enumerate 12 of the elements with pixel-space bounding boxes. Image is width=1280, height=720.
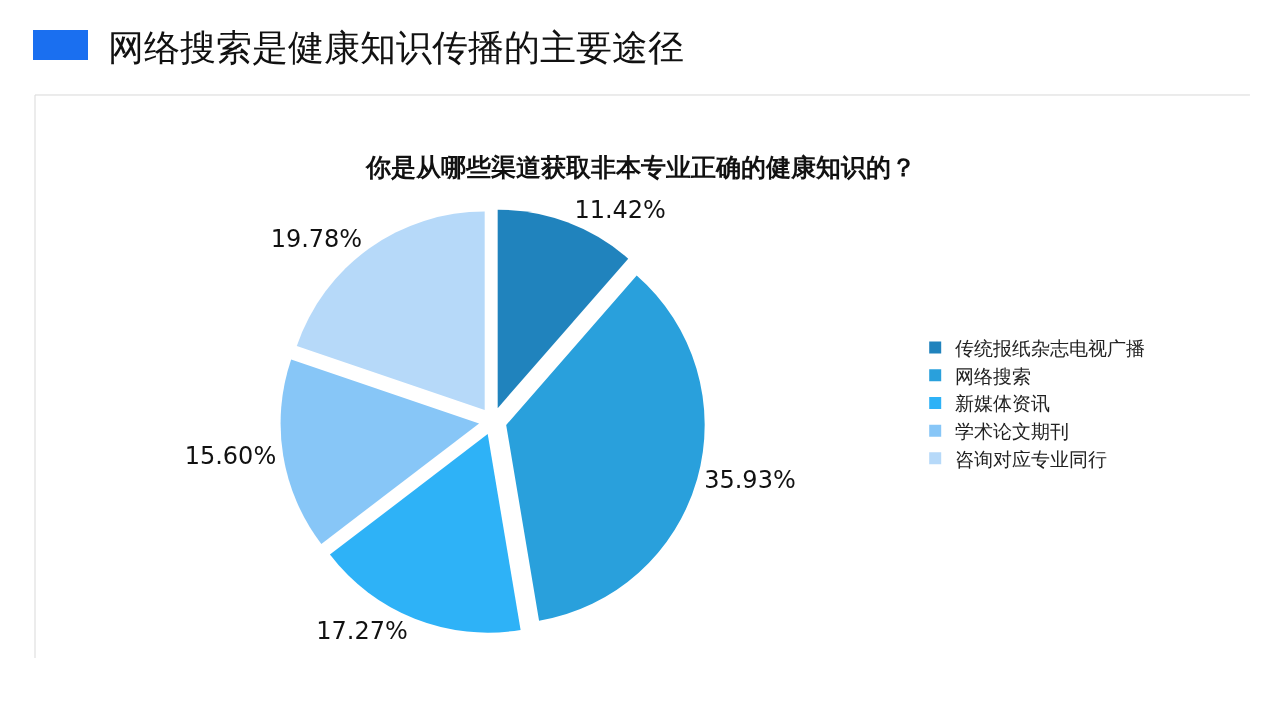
chart-subtitle: 你是从哪些渠道获取非本专业正确的健康知识的？ bbox=[365, 153, 916, 182]
chart-title: 网络搜索是健康知识传播的主要途径 bbox=[108, 26, 684, 68]
data-label: 19.78% bbox=[270, 225, 363, 254]
data-label: 35.93% bbox=[704, 466, 796, 495]
legend-label: 咨询对应专业同行 bbox=[955, 447, 1108, 470]
legend-label: 传统报纸杂志电视广播 bbox=[955, 336, 1146, 359]
data-label: 11.42% bbox=[574, 196, 666, 225]
data-label: 15.60% bbox=[184, 441, 277, 470]
data-label: 17.27% bbox=[316, 616, 408, 645]
legend-label: 学术论文期刊 bbox=[955, 420, 1070, 443]
legend-label: 新媒体资讯 bbox=[955, 392, 1051, 415]
legend-label: 网络搜索 bbox=[955, 364, 1032, 387]
